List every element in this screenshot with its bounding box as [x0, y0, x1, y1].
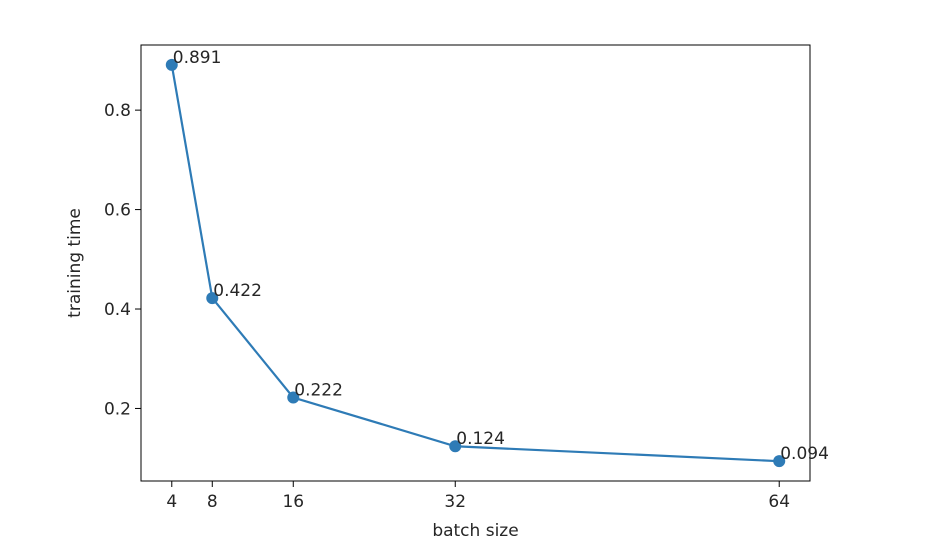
- y-axis-label: training time: [65, 208, 85, 318]
- data-label: 0.124: [456, 429, 505, 449]
- y-tick-label: 0.8: [104, 101, 131, 121]
- plot-area: [140, 44, 811, 482]
- data-point: [449, 440, 462, 453]
- x-tick-label: 4: [166, 492, 177, 512]
- plot-frame: [140, 44, 811, 482]
- y-tick-label: 0.4: [104, 300, 131, 320]
- series-line: [170, 64, 780, 463]
- y-axis: 0.2 0.4 0.6 0.8: [104, 101, 141, 419]
- data-label: 0.222: [294, 381, 343, 401]
- x-tick-label: 8: [207, 492, 218, 512]
- series-layer: 0.891 0.422 0.222 0.124 0.094: [165, 48, 829, 468]
- data-point: [773, 455, 786, 468]
- y-tick-label: 0.2: [104, 399, 131, 419]
- data-point: [206, 292, 219, 305]
- data-label: 0.891: [173, 48, 222, 68]
- data-point: [287, 391, 300, 404]
- x-tick-label: 32: [444, 492, 466, 512]
- x-axis: 4 8 16 32 64: [166, 481, 790, 512]
- data-label: 0.094: [780, 444, 829, 464]
- x-axis-label: batch size: [432, 521, 518, 541]
- x-tick-label: 64: [768, 492, 790, 512]
- data-label: 0.422: [213, 281, 262, 301]
- data-point: [165, 58, 178, 71]
- y-tick-label: 0.6: [104, 201, 131, 221]
- x-tick-label: 16: [282, 492, 304, 512]
